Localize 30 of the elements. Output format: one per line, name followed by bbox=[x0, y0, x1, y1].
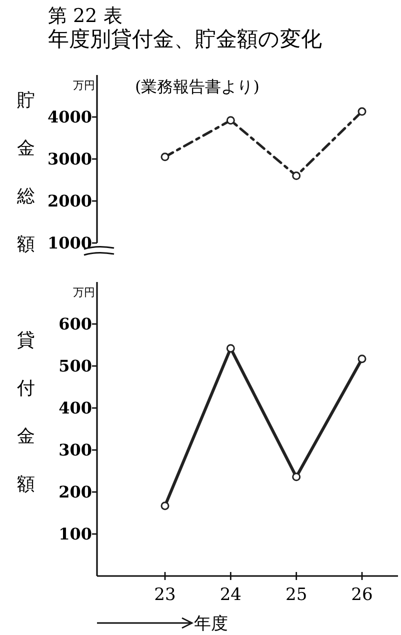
y-tick-label: 500 bbox=[58, 356, 92, 376]
annotation: (業務報告書より) bbox=[135, 77, 260, 96]
point bbox=[226, 116, 235, 125]
point bbox=[160, 152, 170, 162]
text: 万円 bbox=[73, 79, 95, 92]
text: 万円 bbox=[73, 286, 95, 299]
x-axis-title: 年度 bbox=[194, 614, 228, 634]
y-tick-label: 2000 bbox=[47, 192, 92, 211]
point bbox=[358, 107, 366, 116]
chart-subtitle: 年度別貸付金、貯金額の変化 bbox=[48, 27, 322, 51]
y-tick-label: 100 bbox=[58, 524, 92, 544]
y-tick-label: 200 bbox=[58, 482, 92, 502]
point bbox=[358, 354, 366, 364]
point bbox=[292, 172, 301, 180]
y-tick-label: 600 bbox=[58, 314, 92, 334]
y-tick-label: 3000 bbox=[47, 150, 92, 169]
point bbox=[292, 472, 301, 482]
x-tick-label: 26 bbox=[351, 585, 373, 605]
point bbox=[160, 502, 170, 510]
point bbox=[226, 344, 235, 353]
y-tick-label: 1000 bbox=[47, 234, 92, 253]
chart-title: 第 22 表 bbox=[48, 5, 122, 27]
text: 貯金総額 bbox=[17, 90, 35, 255]
y-tick-label: 4000 bbox=[47, 108, 92, 127]
x-tick-label: 25 bbox=[286, 585, 308, 605]
text: 貸付金額 bbox=[17, 330, 35, 495]
y-tick-label: 300 bbox=[58, 440, 92, 460]
y-tick-label: 400 bbox=[58, 398, 92, 418]
x-tick-label: 23 bbox=[154, 585, 176, 605]
x-tick-label: 24 bbox=[220, 585, 242, 605]
